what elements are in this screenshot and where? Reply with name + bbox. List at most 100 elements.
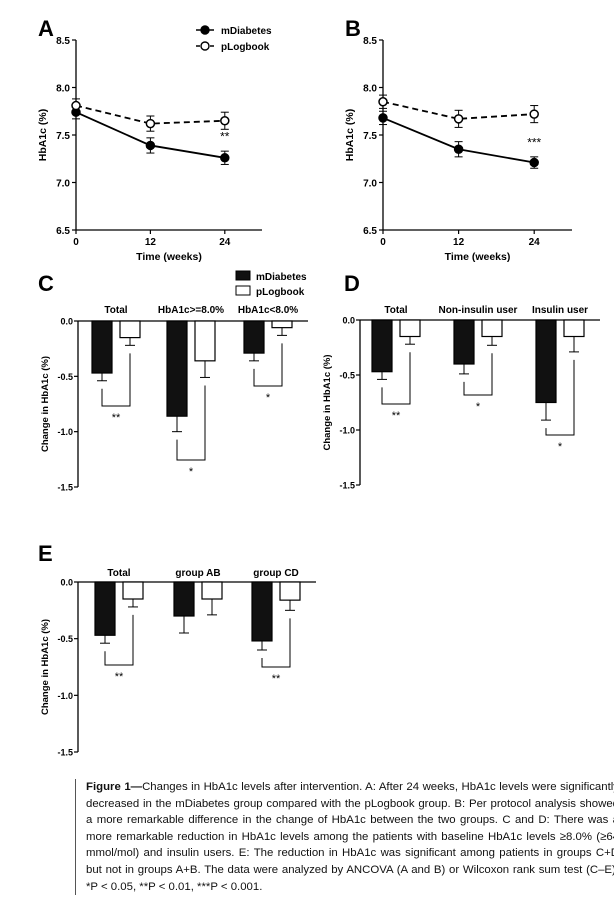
significance-label: ***: [527, 135, 541, 149]
caption-text: Changes in HbA1c levels after interventi…: [86, 781, 614, 893]
x-tick-label: 0: [380, 237, 386, 248]
significance-bracket: [176, 385, 206, 461]
significance-label: *: [558, 441, 563, 453]
category-label: HbA1c>=8.0%: [158, 305, 224, 316]
bar-pLogbook: [279, 581, 301, 601]
y-tick-label: 0.0: [342, 316, 355, 326]
bar-pLogbook: [201, 581, 223, 600]
y-tick-label: -1.5: [57, 483, 73, 493]
bar-pLogbook: [481, 319, 503, 338]
bar-pLogbook: [563, 319, 585, 338]
data-point-mDiabetes: [220, 153, 230, 163]
significance-label: *: [189, 466, 194, 478]
series-line-pLogbook: [75, 104, 225, 125]
legend-label: mDiabetes: [221, 26, 272, 37]
significance-bracket: [545, 359, 575, 436]
y-tick-label: 7.5: [363, 131, 377, 142]
x-tick-label: 0: [73, 237, 79, 248]
y-tick-label: 8.0: [363, 84, 377, 95]
y-axis-label: Change in HbA1c (%): [40, 619, 51, 715]
panel-c: C -1.5 -1.0 -0.5 0.0 Change in HbA1c (%) Total…: [38, 270, 308, 493]
y-axis-label: Change in HbA1c (%): [322, 354, 333, 450]
bar-pLogbook: [122, 581, 144, 600]
legend-swatch: [235, 270, 251, 281]
bar-pLogbook: [399, 319, 421, 338]
legend-label: pLogbook: [256, 287, 305, 298]
x-axis-label: Time (weeks): [136, 251, 202, 263]
data-point-mDiabetes: [378, 113, 388, 123]
panel-letter: D: [344, 271, 360, 296]
x-tick-label: 24: [529, 237, 541, 248]
y-tick-label: -1.0: [339, 426, 355, 436]
figure-canvas: A 6.5 7.0 7.5 8.0 8.5 0 12 24 Time (weeks) HbA1c (…: [37, 16, 600, 758]
panel-letter: A: [38, 16, 54, 41]
y-tick-label: -1.0: [57, 427, 73, 437]
significance-bracket: [101, 353, 131, 407]
bar-mDiabetes: [166, 320, 188, 417]
data-point-pLogbook: [220, 116, 230, 126]
y-tick-label: 6.5: [363, 226, 377, 237]
y-tick-label: 7.0: [363, 179, 377, 190]
category-label: Total: [107, 568, 130, 579]
y-tick-label: -0.5: [57, 634, 73, 644]
y-axis-label: HbA1c (%): [37, 109, 49, 162]
y-tick-label: -0.5: [339, 371, 355, 381]
y-axis-label: HbA1c (%): [344, 109, 356, 162]
significance-label: *: [476, 401, 481, 413]
panel-e: E -1.5 -1.0 -0.5 0.0 Change in HbA1c (%) Total…: [38, 541, 316, 758]
bar-mDiabetes: [535, 319, 557, 404]
data-point-pLogbook: [71, 100, 81, 111]
data-point-mDiabetes: [453, 144, 464, 154]
significance-bracket: [261, 618, 291, 668]
y-tick-label: 0.0: [60, 317, 73, 327]
category-label: HbA1c<8.0%: [238, 305, 298, 316]
series-line-pLogbook: [382, 100, 535, 120]
significance-bracket: [381, 352, 411, 405]
panel-letter: B: [345, 16, 361, 41]
bar-mDiabetes: [173, 581, 195, 617]
panel-a: A 6.5 7.0 7.5 8.0 8.5 0 12 24 Time (weeks) HbA1c (…: [37, 16, 272, 263]
significance-label: **: [115, 671, 124, 683]
data-point-pLogbook: [453, 114, 464, 124]
y-tick-label: 7.5: [56, 131, 70, 142]
category-label: Total: [104, 305, 127, 316]
y-tick-label: 0.0: [60, 578, 73, 588]
bar-mDiabetes: [453, 319, 475, 365]
significance-label: *: [266, 392, 271, 404]
bar-mDiabetes: [251, 581, 273, 642]
significance-bracket: [253, 343, 283, 387]
significance-label: **: [392, 410, 401, 422]
panel-d: D -1.5 -1.0 -0.5 0.0 Change in HbA1c (%) Total…: [322, 271, 600, 491]
legend-marker: [200, 41, 210, 51]
panel-letter: E: [38, 541, 53, 566]
x-tick-label: 12: [453, 237, 465, 248]
bar-mDiabetes: [91, 320, 113, 374]
data-point-pLogbook: [145, 118, 156, 129]
significance-label: **: [272, 673, 281, 685]
legend-swatch: [235, 285, 251, 296]
y-tick-label: 7.0: [56, 179, 70, 190]
y-tick-label: -1.5: [339, 481, 355, 491]
y-tick-label: 8.5: [363, 36, 377, 47]
bar-pLogbook: [119, 320, 141, 339]
y-tick-label: -1.5: [57, 748, 73, 758]
bar-mDiabetes: [94, 581, 116, 636]
category-label: Non-insulin user: [439, 305, 518, 316]
significance-label: **: [112, 412, 121, 424]
y-tick-label: 8.0: [56, 84, 70, 95]
significance-bracket: [463, 353, 493, 396]
data-point-mDiabetes: [529, 157, 539, 168]
x-axis-label: Time (weeks): [445, 251, 511, 263]
caption-lead: Figure 1—: [86, 781, 143, 793]
x-tick-label: 12: [145, 237, 157, 248]
y-axis-label: Change in HbA1c (%): [40, 356, 51, 452]
data-point-pLogbook: [378, 97, 388, 107]
category-label: group AB: [175, 568, 220, 579]
bar-mDiabetes: [371, 319, 393, 373]
x-tick-label: 24: [219, 237, 231, 248]
bar-pLogbook: [194, 320, 216, 362]
significance-bracket: [104, 614, 134, 666]
significance-label: **: [220, 130, 230, 144]
panel-b: B 6.5 7.0 7.5 8.0 8.5 0 12 24 Time (weeks) HbA1c (…: [344, 16, 572, 263]
panel-letter: C: [38, 271, 54, 296]
